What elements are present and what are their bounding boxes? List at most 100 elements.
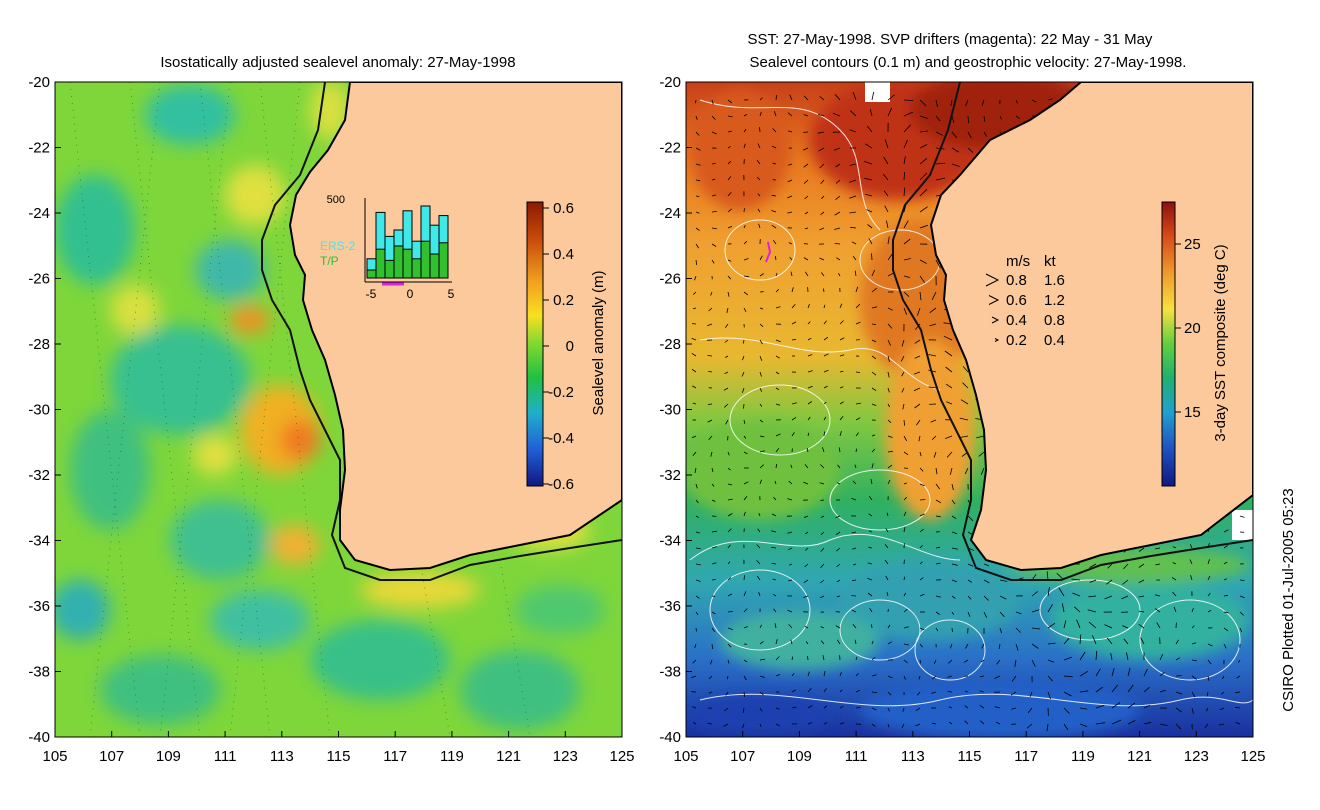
velocity-vector (919, 561, 923, 565)
velocity-vector (885, 528, 889, 533)
velocity-vector (775, 289, 780, 293)
inset-tp-bar (420, 240, 431, 279)
velocity-vector (775, 707, 780, 710)
velocity-vector (871, 306, 878, 309)
velocity-vector (839, 416, 844, 421)
velocity-vector (788, 480, 793, 485)
left-y-tick-label: -24 (28, 205, 50, 222)
right-y-tick-label: -20 (659, 74, 681, 91)
velocity-vector (1155, 547, 1161, 550)
velocity-vector (871, 640, 874, 645)
velocity-vector (999, 115, 1002, 120)
velocity-vector (931, 691, 937, 694)
velocity-vector (787, 531, 793, 534)
inset-x-tick-0: -5 (366, 287, 377, 301)
velocity-vector (1235, 706, 1241, 709)
velocity-vector (1029, 691, 1033, 698)
velocity-vector (787, 179, 793, 183)
velocity-vector (758, 591, 761, 597)
velocity-vector (994, 675, 1001, 679)
left-y-tick-label: -30 (28, 402, 50, 419)
velocity-vector (1046, 571, 1049, 581)
velocity-vector (759, 339, 763, 345)
velocity-vector (916, 419, 921, 426)
velocity-vector (887, 675, 893, 679)
velocity-vector (849, 195, 857, 199)
velocity-vector (901, 387, 905, 393)
velocity-vector (964, 467, 969, 475)
velocity-vector (1121, 595, 1129, 600)
velocity-vector (967, 147, 974, 153)
velocity-vector (772, 128, 777, 133)
velocity-vector (867, 562, 873, 565)
velocity-vector (1047, 603, 1053, 613)
velocity-vector (1159, 654, 1164, 661)
velocity-vector (1239, 579, 1245, 581)
velocity-vector (839, 431, 842, 437)
right-colorbar-tick-label: 25 (1184, 236, 1201, 253)
velocity-vector (839, 722, 845, 725)
velocity-vector (903, 291, 910, 297)
left-colorbar-scale (526, 201, 544, 487)
velocity-vector (727, 225, 733, 229)
velocity-vector (823, 671, 826, 677)
velocity-vector (981, 643, 985, 649)
velocity-vector (835, 515, 841, 518)
left-y-tick-label: -36 (28, 598, 50, 615)
left-colorbar-tick-label: 0.6 (553, 200, 574, 217)
velocity-vector (855, 689, 861, 693)
velocity-vector (933, 451, 937, 458)
velocity-vector (820, 515, 825, 518)
velocity-vector (1063, 723, 1069, 731)
velocity-vector (787, 609, 793, 613)
left-y-tick-label: -20 (28, 74, 50, 91)
velocity-vector (919, 467, 924, 472)
velocity-vector (839, 354, 845, 357)
velocity-vector (803, 179, 809, 184)
velocity-vector (839, 689, 843, 693)
velocity-vector (743, 275, 749, 278)
velocity-vector (950, 643, 953, 649)
velocity-vector (839, 337, 845, 341)
velocity-vector (852, 255, 857, 261)
velocity-vector (820, 595, 825, 599)
velocity-vector (1138, 595, 1145, 598)
velocity-vector (1191, 707, 1194, 714)
velocity-vector (711, 131, 717, 135)
velocity-vector (759, 450, 765, 453)
velocity-vector (820, 499, 825, 501)
velocity-vector (1223, 611, 1229, 614)
velocity-vector (903, 527, 906, 533)
velocity-vector (866, 209, 873, 213)
velocity-vector (933, 659, 937, 664)
velocity-vector (695, 179, 701, 182)
velocity-vector (1011, 675, 1017, 682)
velocity-vector (852, 91, 857, 101)
velocity-vector (903, 220, 909, 229)
velocity-vector (887, 479, 891, 485)
velocity-vector (935, 562, 941, 565)
velocity-vector (980, 720, 985, 725)
inset-legend-ers2: ERS-2 (320, 239, 356, 253)
velocity-vector (820, 579, 825, 584)
velocity-vector (1207, 643, 1213, 647)
right-y-tick-label: -26 (659, 271, 681, 288)
velocity-vector (903, 626, 909, 629)
velocity-vector (852, 563, 857, 566)
velocity-vector (929, 307, 937, 314)
velocity-vector (695, 515, 699, 518)
velocity-vector (727, 483, 733, 486)
velocity-vector (711, 483, 715, 487)
right-panel-title-line1: SST: 27-May-1998. SVP drifters (magenta)… (748, 31, 1153, 48)
velocity-vector (963, 659, 969, 663)
left-x-tick-label: 113 (270, 748, 294, 765)
velocity-vector (839, 303, 843, 309)
velocity-vector (851, 241, 857, 245)
velocity-legend-kt-value: 0.4 (1044, 332, 1065, 349)
velocity-vector (817, 114, 825, 117)
velocity-vector (919, 545, 923, 549)
velocity-vector (695, 483, 698, 489)
velocity-vector (707, 403, 713, 405)
velocity-vector (915, 707, 921, 712)
velocity-vector (693, 722, 697, 725)
